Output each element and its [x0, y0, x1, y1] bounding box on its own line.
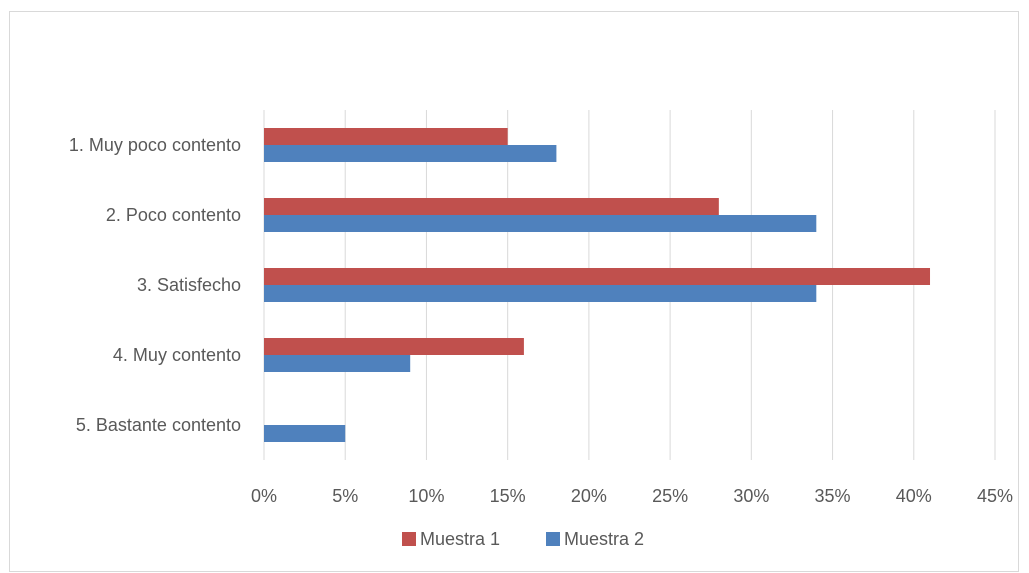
- bar-muestra-2: [264, 285, 817, 302]
- category-label: 5. Bastante contento: [76, 415, 241, 435]
- x-tick-label: 0%: [251, 486, 277, 506]
- x-tick-label: 45%: [977, 486, 1013, 506]
- x-tick-label: 5%: [332, 486, 358, 506]
- category-label: 4. Muy contento: [113, 345, 241, 365]
- bars: [264, 128, 931, 442]
- bar-muestra-2: [264, 215, 817, 232]
- category-labels: 1. Muy poco contento 2. Poco contento 3. S…: [69, 135, 241, 435]
- x-tick-label: 35%: [815, 486, 851, 506]
- bar-muestra-2: [264, 355, 411, 372]
- x-tick-label: 40%: [896, 486, 932, 506]
- x-tick-label: 30%: [733, 486, 769, 506]
- category-label: 2. Poco contento: [106, 205, 241, 225]
- legend-swatch-muestra-1: [402, 532, 416, 546]
- bar-muestra-1: [264, 268, 931, 285]
- legend-label-muestra-1: Muestra 1: [420, 529, 500, 549]
- bar-muestra-1: [264, 128, 508, 145]
- legend-swatch-muestra-2: [546, 532, 560, 546]
- bar-muestra-1: [264, 198, 719, 215]
- legend-label-muestra-2: Muestra 2: [564, 529, 644, 549]
- x-tick-label: 10%: [408, 486, 444, 506]
- chart-frame: [9, 11, 1019, 572]
- x-tick-labels: 0% 5% 10% 15% 20% 25% 30% 35% 40% 45%: [251, 486, 1013, 506]
- x-tick-label: 25%: [652, 486, 688, 506]
- bar-muestra-1: [264, 338, 524, 355]
- legend: Muestra 1 Muestra 2: [402, 529, 644, 549]
- x-tick-label: 15%: [490, 486, 526, 506]
- bar-muestra-2: [264, 145, 557, 162]
- category-label: 1. Muy poco contento: [69, 135, 241, 155]
- bar-muestra-2: [264, 425, 346, 442]
- x-tick-label: 20%: [571, 486, 607, 506]
- category-label: 3. Satisfecho: [137, 275, 241, 295]
